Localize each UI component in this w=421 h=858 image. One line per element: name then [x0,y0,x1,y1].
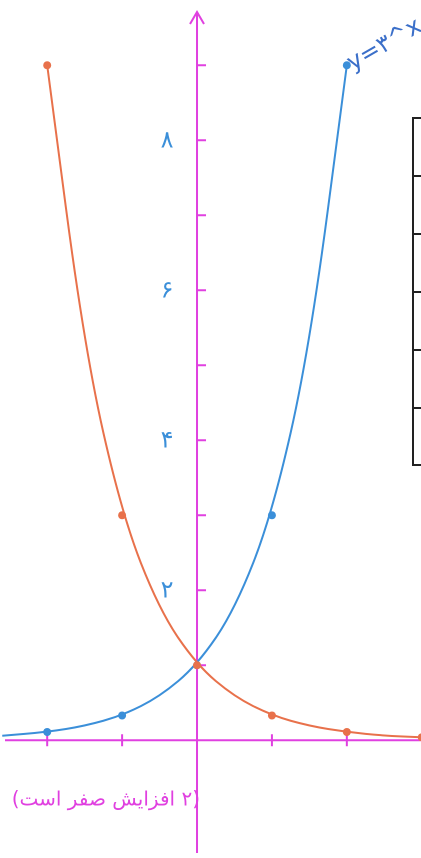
table [413,118,421,465]
y-tick-label: ۸ [161,125,174,153]
curve [2,65,347,736]
point [268,511,276,519]
point [193,661,201,669]
annotation: y=۳^x [342,11,421,76]
y-tick-label: ۴ [161,425,174,453]
curve [47,65,421,737]
point [268,712,276,720]
point [118,511,126,519]
point [118,712,126,720]
y-tick-label: ۶ [161,275,174,303]
note: (۲ افزایش صفر است) [12,787,200,811]
y-tick-label: ۲ [161,575,174,603]
point [43,61,51,69]
point [343,728,351,736]
point [343,61,351,69]
chart: y=۳^x (۲ افزایش صفر است) ۲ ۴ ۶ ۸ [0,0,421,858]
point [43,728,51,736]
